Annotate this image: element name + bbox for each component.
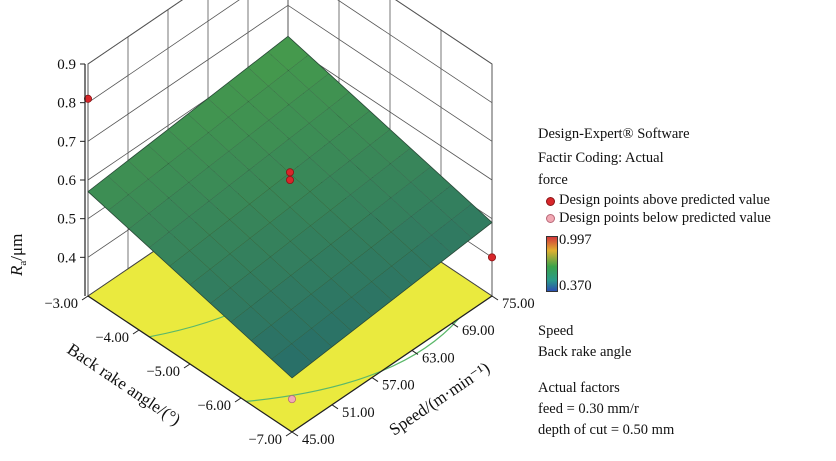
speed-tick-mark <box>291 431 299 437</box>
angle-tick-label: −3.00 <box>44 296 78 312</box>
angle-tick-mark <box>132 329 140 335</box>
speed-tick-label: 45.00 <box>302 432 335 448</box>
z-tick-label: 0.9 <box>57 57 76 73</box>
angle-tick-label: −6.00 <box>197 398 231 414</box>
speed-tick-label: 51.00 <box>342 405 375 421</box>
design-point-above <box>285 175 294 184</box>
legend-below-marker <box>546 214 555 223</box>
legend-response-line: force <box>538 172 568 188</box>
z-tick-label: 0.8 <box>57 96 76 112</box>
z-axis-title: Ra/μm <box>7 234 29 277</box>
z-axis-title-symbol: R <box>7 265 26 277</box>
z-axis-title-subscript: a <box>17 261 29 266</box>
angle-tick-mark <box>81 295 89 301</box>
design-point-below <box>287 395 296 404</box>
speed-tick-mark <box>411 349 419 355</box>
colorbar <box>546 236 558 292</box>
angle-tick-mark <box>183 363 191 369</box>
design-point-above <box>285 168 294 177</box>
speed-tick-mark <box>331 404 339 410</box>
z-tick-label: 0.4 <box>57 250 76 266</box>
speed-axis-line <box>291 295 493 433</box>
legend-factor-angle: Back rake angle <box>538 344 632 360</box>
speed-tick-label: 63.00 <box>422 350 455 366</box>
speed-tick-label: 75.00 <box>502 296 535 312</box>
angle-tick-label: −4.00 <box>95 330 129 346</box>
wall-grid-line-z <box>87 0 493 104</box>
speed-axis-title: Speed/(m·min⁻¹) <box>386 358 494 439</box>
legend-below-label: Design points below predicted value <box>559 210 771 226</box>
angle-tick-mark <box>234 397 242 403</box>
speed-tick-label: 57.00 <box>382 378 415 394</box>
colorbar-min-label: 0.370 <box>559 278 592 294</box>
speed-tick-mark <box>451 322 459 328</box>
z-axis-title-unit: /μm <box>7 234 26 261</box>
z-tick-label: 0.6 <box>57 173 76 189</box>
angle-tick-label: −5.00 <box>146 364 180 380</box>
legend-coding-line: Factir Coding: Actual <box>538 150 664 166</box>
legend-above-label: Design points above predicted value <box>559 192 770 208</box>
legend-feed: feed = 0.30 mm/r <box>538 401 639 417</box>
design-point-above <box>487 253 496 262</box>
colorbar-max-label: 0.997 <box>559 232 592 248</box>
angle-tick-mark <box>285 431 293 437</box>
legend-software-line: Design-Expert® Software <box>538 126 690 142</box>
legend-above-marker <box>546 197 555 206</box>
legend-actual-factors-title: Actual factors <box>538 380 620 396</box>
angle-axis-title: Back rake angle/(°) <box>64 340 184 430</box>
wall-grid-line-z <box>87 0 493 65</box>
z-tick-label: 0.5 <box>57 212 76 228</box>
floor-contour-line <box>246 318 460 402</box>
legend-depth: depth of cut = 0.50 mm <box>538 422 675 438</box>
angle-tick-label: −7.00 <box>248 432 282 448</box>
legend-factor-speed: Speed <box>538 323 574 339</box>
wall-grid-line-z <box>87 4 493 142</box>
speed-tick-mark <box>491 295 499 301</box>
z-tick-label: 0.7 <box>57 134 76 150</box>
surface-outline <box>87 35 493 379</box>
speed-tick-label: 69.00 <box>462 323 495 339</box>
speed-tick-mark <box>371 377 379 383</box>
